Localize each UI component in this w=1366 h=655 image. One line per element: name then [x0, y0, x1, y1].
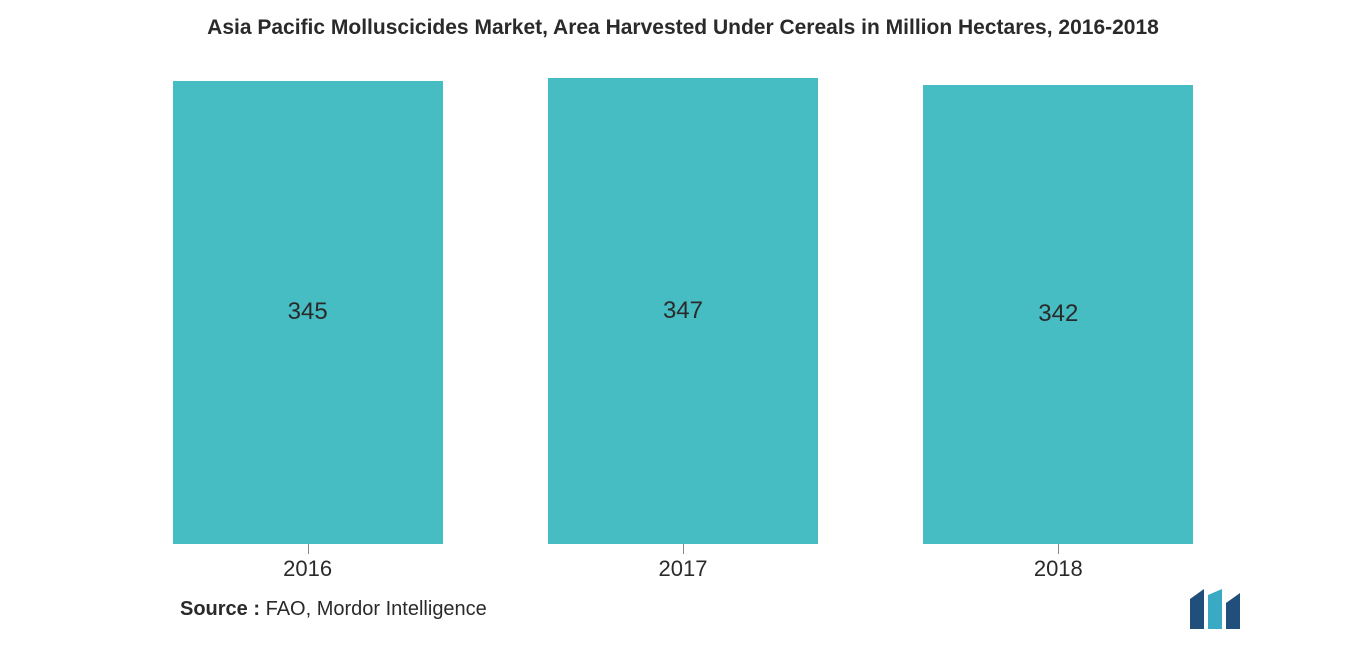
x-label-0: 2016 — [120, 556, 495, 582]
bar-wrap-1: 347 — [495, 74, 870, 544]
bar-wrap-2: 342 — [871, 74, 1246, 544]
bar-1: 347 — [548, 78, 818, 544]
chart-title: Asia Pacific Molluscicides Market, Area … — [0, 16, 1366, 40]
x-tick-2 — [1058, 544, 1059, 554]
x-label-2: 2018 — [871, 556, 1246, 582]
logo-bar-2 — [1226, 593, 1240, 629]
source-text: FAO, Mordor Intelligence — [266, 598, 487, 620]
x-axis-labels: 2016 2017 2018 — [120, 556, 1246, 582]
logo-bar-1 — [1208, 589, 1222, 629]
bar-2: 342 — [923, 85, 1193, 544]
logo-bar-0 — [1190, 589, 1204, 629]
bars-group: 345 347 342 — [120, 74, 1246, 544]
x-tick-0 — [308, 544, 309, 554]
bar-label-2: 342 — [1038, 300, 1078, 328]
chart-container: Asia Pacific Molluscicides Market, Area … — [0, 0, 1366, 655]
x-label-1: 2017 — [495, 556, 870, 582]
bar-label-0: 345 — [288, 298, 328, 326]
bar-label-1: 347 — [663, 297, 703, 325]
mordor-logo-icon — [1188, 589, 1246, 629]
bar-0: 345 — [173, 81, 443, 544]
x-tick-1 — [683, 544, 684, 554]
source-line: Source : FAO, Mordor Intelligence — [180, 598, 487, 621]
source-label: Source : — [180, 598, 260, 620]
plot-area: 345 347 342 — [120, 74, 1246, 544]
bar-wrap-0: 345 — [120, 74, 495, 544]
